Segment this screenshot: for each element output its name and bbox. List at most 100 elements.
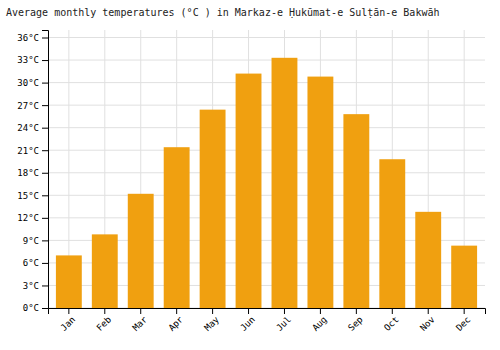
tick-label: 21°C	[17, 146, 39, 156]
tick-label: 0°C	[23, 303, 39, 313]
tick: Jan	[59, 308, 78, 333]
x-axis: Jan Feb Mar Apr May Jun Jul Aug Sep Oct Nov Dec	[49, 308, 486, 333]
tick-label: 12°C	[17, 213, 39, 223]
tick-label: Aug	[310, 314, 329, 333]
tick: 12°C	[17, 213, 48, 223]
tick-mark	[42, 105, 48, 106]
tick-mark	[464, 308, 465, 314]
bar	[236, 74, 262, 308]
tick-label: Jul	[274, 314, 293, 333]
tick: Jul	[274, 308, 293, 333]
tick: 33°C	[17, 55, 48, 65]
tick: 24°C	[17, 123, 48, 133]
tick-label: May	[202, 314, 221, 333]
bar	[379, 159, 405, 308]
tick-mark	[42, 263, 48, 264]
tick: 6°C	[23, 258, 48, 268]
tick-label: 18°C	[17, 168, 39, 178]
grid-line	[48, 127, 485, 128]
tick: 36°C	[17, 33, 48, 43]
tick: Feb	[95, 308, 114, 333]
tick-label: Oct	[382, 314, 401, 333]
tick-label: 24°C	[17, 123, 39, 133]
tick: Nov	[418, 308, 437, 333]
plot: 0°C 3°C 6°C 9°C 12°C 15°C 18°C 21°C 24°C 27°C 30°C…	[17, 30, 485, 333]
tick-mark	[320, 308, 321, 314]
chart: Average monthly temperatures (°C ) in Ma…	[0, 0, 500, 350]
tick-label: 6°C	[23, 258, 39, 268]
title: Average monthly temperatures (°C ) in Ma…	[6, 7, 439, 18]
tick: 9°C	[23, 236, 48, 246]
tick-label: 33°C	[17, 55, 39, 65]
tick: Mar	[131, 308, 150, 333]
bar	[92, 234, 118, 308]
tick-mark	[248, 308, 249, 314]
tick-label: Dec	[454, 314, 473, 333]
tick: 27°C	[17, 101, 48, 111]
bar	[451, 246, 477, 308]
tick-mark	[42, 38, 48, 39]
tick: Aug	[310, 308, 329, 333]
tick-mark	[42, 195, 48, 196]
tick-label: 15°C	[17, 191, 39, 201]
grid-line	[48, 195, 485, 196]
tick-label: Feb	[95, 314, 114, 333]
grid-line	[48, 172, 485, 173]
bar	[415, 212, 441, 308]
tick-label: Mar	[131, 314, 150, 333]
tick-mark	[42, 218, 48, 219]
tick-mark	[212, 308, 213, 314]
tick-mark	[356, 308, 357, 314]
axis-line	[42, 31, 49, 309]
tick: Apr	[166, 308, 185, 333]
tick-mark	[284, 308, 285, 314]
tick-mark	[42, 308, 48, 309]
tick-label: Sep	[346, 314, 365, 333]
tick-mark	[42, 128, 48, 129]
bar	[307, 77, 333, 308]
tick-label: 3°C	[23, 281, 39, 291]
bar	[200, 110, 226, 308]
tick: 21°C	[17, 146, 48, 156]
bars	[56, 58, 477, 308]
grid	[48, 30, 485, 308]
tick-label: 36°C	[17, 33, 39, 43]
tick-mark	[42, 285, 48, 286]
tick: 30°C	[17, 78, 48, 88]
grid-line	[48, 150, 485, 151]
tick-label: 9°C	[23, 236, 39, 246]
tick: 3°C	[23, 281, 48, 291]
tick: Sep	[346, 308, 365, 333]
bar	[343, 114, 369, 308]
tick-mark	[42, 173, 48, 174]
tick-mark	[42, 240, 48, 241]
bar	[56, 255, 82, 308]
y-axis: 0°C 3°C 6°C 9°C 12°C 15°C 18°C 21°C 24°C 27°C 30°C…	[17, 31, 48, 314]
axis-line	[49, 309, 486, 315]
tick-label: Jan	[59, 314, 78, 333]
tick: 18°C	[17, 168, 48, 178]
tick-mark	[68, 308, 69, 314]
tick-mark	[42, 60, 48, 61]
tick-mark	[140, 308, 141, 314]
tick-label: 30°C	[17, 78, 39, 88]
tick: Dec	[454, 308, 473, 333]
tick-mark	[176, 308, 177, 314]
tick-mark	[428, 308, 429, 314]
tick: May	[202, 308, 221, 333]
tick-label: 27°C	[17, 101, 39, 111]
tick: 15°C	[17, 191, 48, 201]
tick-mark	[42, 150, 48, 151]
tick: Oct	[382, 308, 401, 333]
tick: 0°C	[23, 303, 48, 313]
tick-mark	[42, 83, 48, 84]
grid-line	[48, 82, 485, 83]
grid-line	[48, 105, 485, 106]
tick-mark	[104, 308, 105, 314]
tick: Jun	[238, 308, 257, 333]
bar	[164, 147, 190, 308]
tick-label: Nov	[418, 314, 437, 333]
bar	[272, 58, 298, 308]
tick-label: Jun	[238, 314, 257, 333]
grid-line	[48, 60, 485, 61]
